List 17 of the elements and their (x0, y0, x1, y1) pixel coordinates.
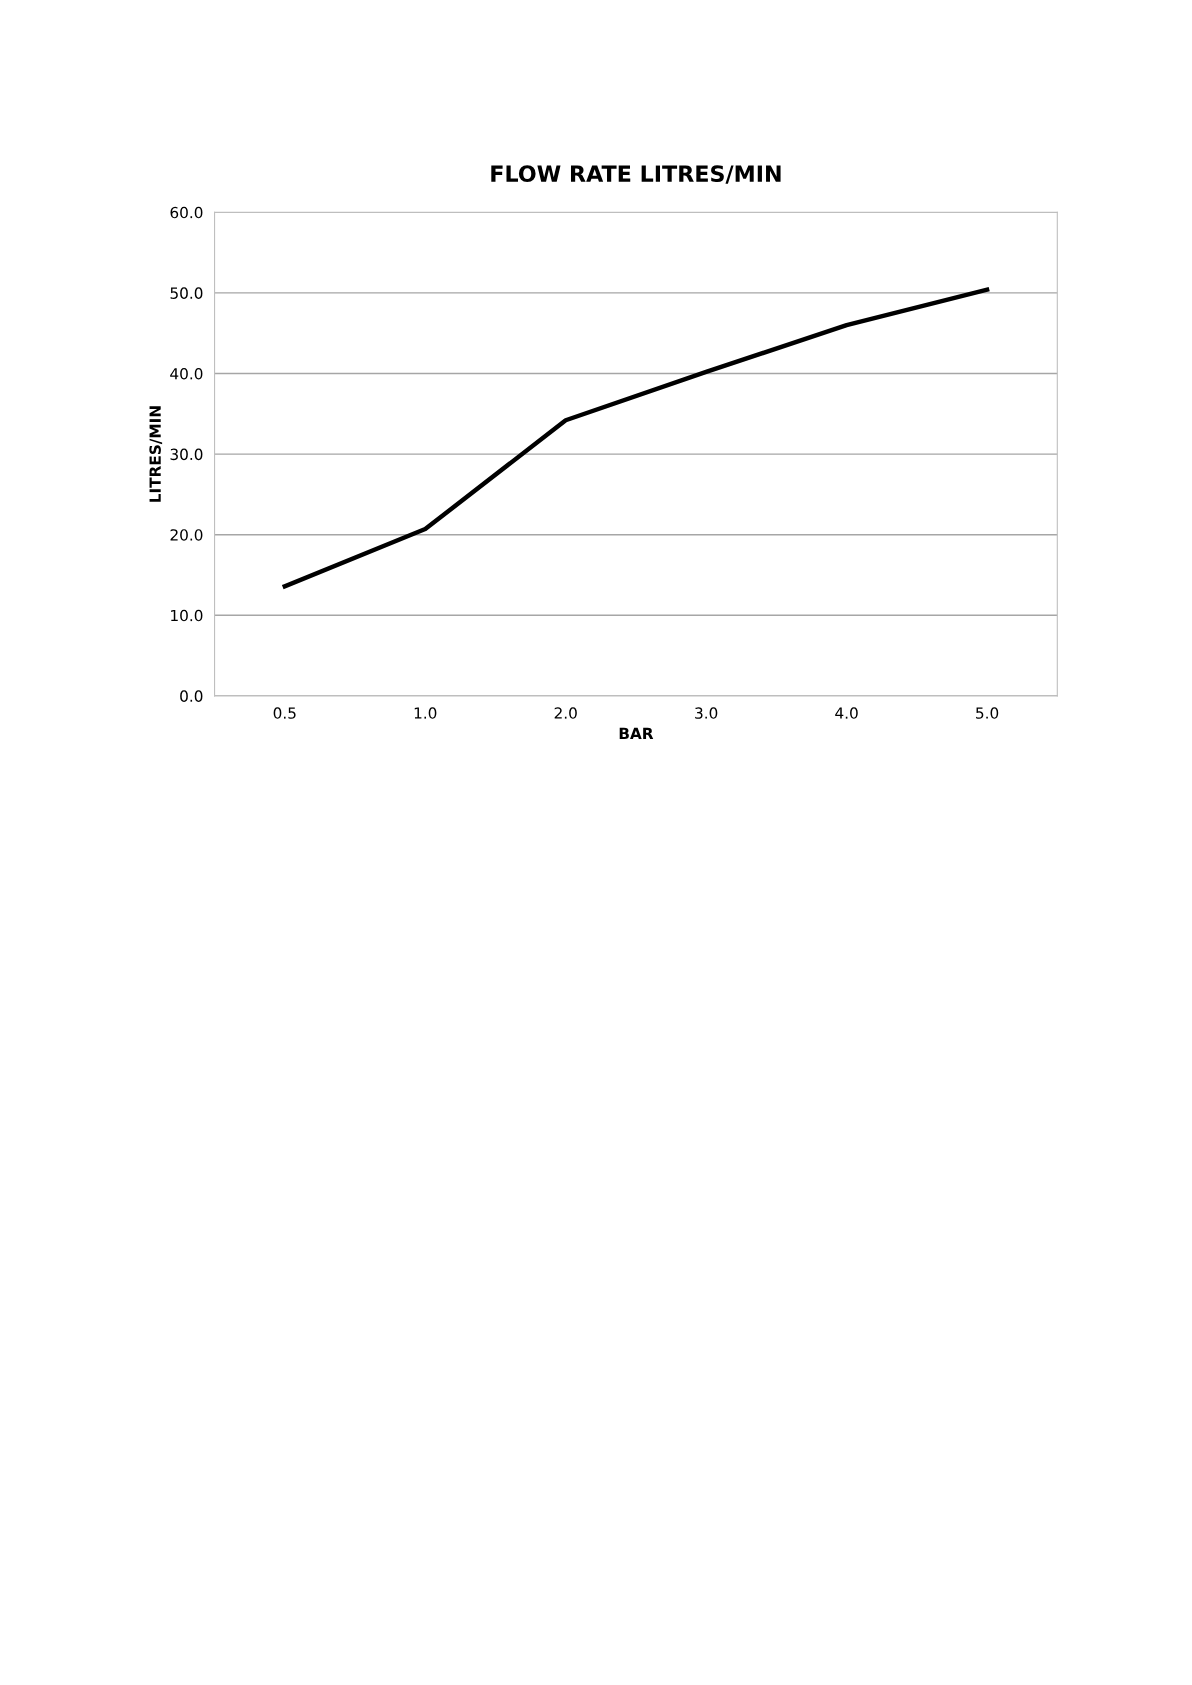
y-axis-title: LITRES/MIN (149, 406, 163, 502)
x-axis-title: BAR (619, 727, 654, 739)
x-tick-label: 1.0 (414, 707, 437, 719)
x-tick-label: 3.0 (695, 707, 718, 719)
y-tick-label: 10.0 (171, 609, 203, 622)
y-tick-label: 50.0 (170, 287, 203, 299)
x-tick-label: 2.0 (554, 707, 577, 719)
line-series (282, 287, 990, 589)
y-tick-label: 40.0 (170, 367, 203, 380)
x-tick-label: 5.0 (976, 707, 999, 719)
y-tick-label: 20.0 (170, 529, 203, 541)
y-tick-label: 60.0 (170, 206, 203, 219)
x-tick-label: 0.5 (273, 707, 296, 719)
y-tick-label: 0.0 (180, 690, 203, 702)
y-tick-label: 30.0 (170, 448, 203, 461)
x-tick-label: 4.0 (835, 707, 858, 719)
chart-title: FLOW RATE LITRES/MIN (491, 165, 781, 184)
